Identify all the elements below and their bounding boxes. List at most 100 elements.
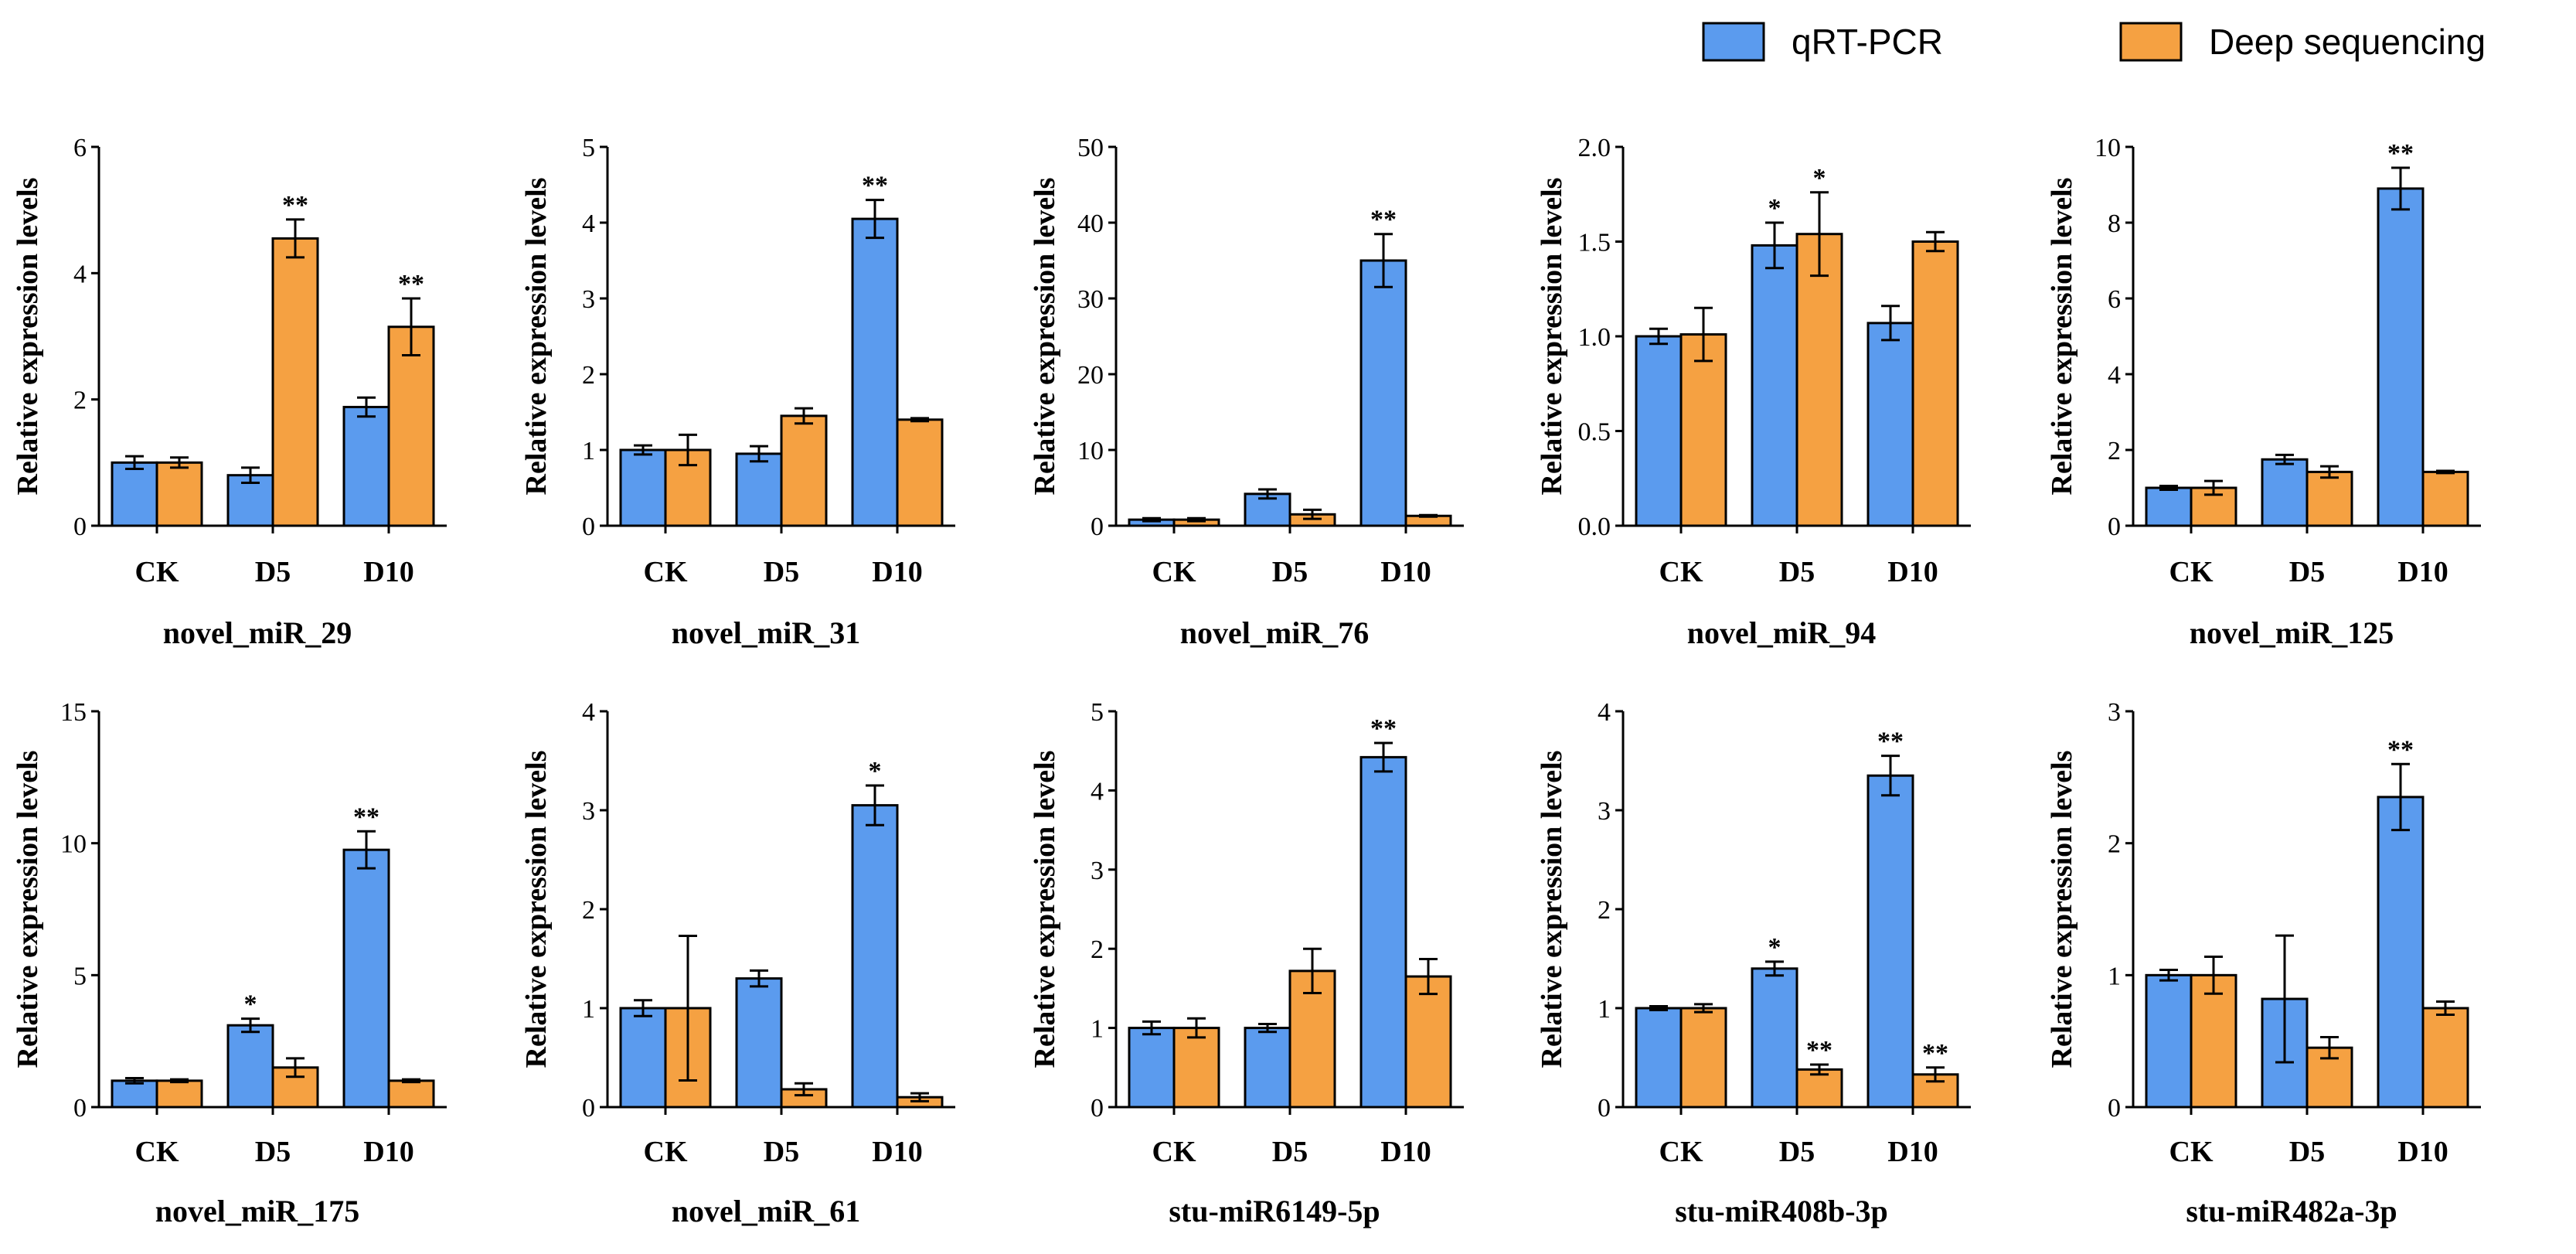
x-tick-label-d5: D5 xyxy=(1272,556,1308,588)
y-axis-label: Relative expression levels xyxy=(1029,751,1061,1068)
y-tick-label: 0 xyxy=(2108,513,2121,541)
y-tick-label: 4 xyxy=(1598,698,1611,727)
y-tick-label: 1 xyxy=(2108,962,2121,990)
x-tick-label-d10: D10 xyxy=(2397,556,2448,588)
x-tick-label-d10: D10 xyxy=(2397,1136,2448,1168)
bar-qrt-pcr-ck xyxy=(1128,1027,1176,1109)
y-axis-label: Relative expression levels xyxy=(12,751,44,1068)
bar-deep-sequencing-ck xyxy=(2190,973,2237,1109)
bar-deep-sequencing-d5 xyxy=(1795,1068,1843,1109)
chart-title: novel_miR_125 xyxy=(2190,615,2394,650)
significance-marker: * xyxy=(1768,194,1781,223)
y-axis-label: Relative expression levels xyxy=(2046,751,2078,1068)
x-tick-label-d5: D5 xyxy=(764,556,799,588)
y-tick-label: 2 xyxy=(2108,437,2121,465)
y-axis-label: Relative expression levels xyxy=(2046,178,2078,496)
y-tick-label: 50 xyxy=(1077,134,1104,162)
y-tick-label: 2 xyxy=(73,387,87,415)
y-tick-label: 4 xyxy=(582,210,595,238)
significance-marker: ** xyxy=(2387,735,2414,764)
y-tick-label: 20 xyxy=(1077,361,1104,390)
y-axis-label: Relative expression levels xyxy=(520,178,553,496)
y-tick-label: 2.0 xyxy=(1578,134,1611,162)
significance-marker: * xyxy=(1768,933,1781,962)
y-tick-label: 0 xyxy=(582,513,595,541)
significance-marker: ** xyxy=(353,802,379,831)
bar-qrt-pcr-d10 xyxy=(851,217,899,527)
chart-title: novel_miR_94 xyxy=(1687,615,1876,650)
y-tick-label: 4 xyxy=(582,698,595,727)
y-tick-label: 3 xyxy=(582,285,595,314)
y-tick-label: 5 xyxy=(73,962,87,990)
chart-title: stu-miR482a-3p xyxy=(2186,1194,2397,1228)
chart-panel-stu-mir6149-5p: Relative expression levels 0 1 2 3 4 5 CK D5 D10 *… xyxy=(1029,698,1464,1228)
y-tick-label: 0 xyxy=(2108,1094,2121,1123)
y-tick-label: 1 xyxy=(1598,995,1611,1024)
legend-swatch-qrt-pcr xyxy=(1702,22,1765,62)
y-tick-label: 2 xyxy=(582,361,595,390)
chart-panel-novel-mir-29: Relative expression levels 0 2 4 6 CK D5 ** D10 *… xyxy=(12,134,447,650)
y-tick-label: 2 xyxy=(1091,935,1104,964)
significance-marker: * xyxy=(869,757,882,785)
y-tick-label: 0.0 xyxy=(1578,513,1611,541)
significance-marker: ** xyxy=(1922,1039,1948,1068)
y-tick-label: 0 xyxy=(1091,513,1104,541)
bar-qrt-pcr-d10 xyxy=(1359,259,1407,527)
bar-deep-sequencing-ck xyxy=(155,461,203,527)
x-tick-label-ck: CK xyxy=(135,556,179,588)
legend-swatch-deep-sequencing xyxy=(2119,22,2183,62)
x-tick-label-ck: CK xyxy=(1659,1136,1703,1168)
bar-qrt-pcr-d5 xyxy=(1244,1027,1291,1109)
y-tick-label: 0 xyxy=(73,1094,87,1123)
bar-qrt-pcr-ck xyxy=(2145,486,2193,527)
x-tick-label-d5: D5 xyxy=(2289,1136,2325,1168)
y-tick-label: 10 xyxy=(1077,437,1104,465)
bar-deep-sequencing-ck xyxy=(1679,333,1727,527)
legend: qRT-PCR Deep sequencing xyxy=(1702,22,2486,62)
chart-title: novel_miR_29 xyxy=(163,615,352,650)
y-tick-label: 5 xyxy=(582,134,595,162)
x-tick-label-ck: CK xyxy=(644,556,688,588)
y-tick-label: 15 xyxy=(60,698,87,727)
bar-qrt-pcr-d5 xyxy=(2261,458,2309,527)
chart-title: novel_miR_61 xyxy=(672,1194,860,1228)
bar-deep-sequencing-d5 xyxy=(2305,470,2353,527)
bar-qrt-pcr-d10 xyxy=(1866,774,1914,1109)
chart-panel-novel-mir-175: Relative expression levels 0 5 10 15 CK D5 * D10… xyxy=(12,698,447,1228)
bar-deep-sequencing-ck xyxy=(1172,1027,1220,1109)
x-tick-label-ck: CK xyxy=(2169,1136,2214,1168)
x-tick-label-d5: D5 xyxy=(255,556,291,588)
y-tick-label: 2 xyxy=(582,896,595,925)
bar-deep-sequencing-d5 xyxy=(1795,233,1843,527)
legend-label-qrt-pcr: qRT-PCR xyxy=(1792,22,1943,62)
y-axis-label: Relative expression levels xyxy=(1536,178,1568,496)
x-tick-label-d5: D5 xyxy=(1779,556,1815,588)
y-tick-label: 1 xyxy=(582,437,595,465)
x-tick-label-d10: D10 xyxy=(363,556,413,588)
chart-panel-novel-mir-76: Relative expression levels 0 10 20 30 40 50 CK D… xyxy=(1029,134,1464,650)
y-tick-label: 1 xyxy=(582,995,595,1024)
significance-marker: * xyxy=(244,990,257,1019)
bar-deep-sequencing-d5 xyxy=(271,237,319,527)
y-tick-label: 4 xyxy=(73,260,87,288)
bar-qrt-pcr-d5 xyxy=(1244,492,1291,527)
y-tick-label: 4 xyxy=(1091,777,1104,806)
x-tick-label-d10: D10 xyxy=(1887,1136,1938,1168)
bar-qrt-pcr-d10 xyxy=(342,848,390,1109)
x-tick-label-d10: D10 xyxy=(363,1136,413,1168)
chart-panel-novel-mir-94: Relative expression levels 0.0 0.5 1.0 1.5 2.… xyxy=(1536,134,1971,650)
significance-marker: ** xyxy=(2387,139,2414,168)
bar-qrt-pcr-d10 xyxy=(1359,755,1407,1109)
x-tick-label-ck: CK xyxy=(644,1136,688,1168)
x-tick-label-d5: D5 xyxy=(1779,1136,1815,1168)
bar-deep-sequencing-d10 xyxy=(387,1079,435,1109)
y-tick-label: 8 xyxy=(2108,210,2121,238)
y-tick-label: 2 xyxy=(2108,830,2121,859)
x-tick-label-d5: D5 xyxy=(2289,556,2325,588)
y-tick-label: 6 xyxy=(2108,285,2121,314)
bar-deep-sequencing-d10 xyxy=(2421,1007,2469,1109)
y-tick-label: 3 xyxy=(582,797,595,826)
y-tick-label: 0 xyxy=(582,1094,595,1123)
bar-qrt-pcr-d10 xyxy=(342,405,390,527)
